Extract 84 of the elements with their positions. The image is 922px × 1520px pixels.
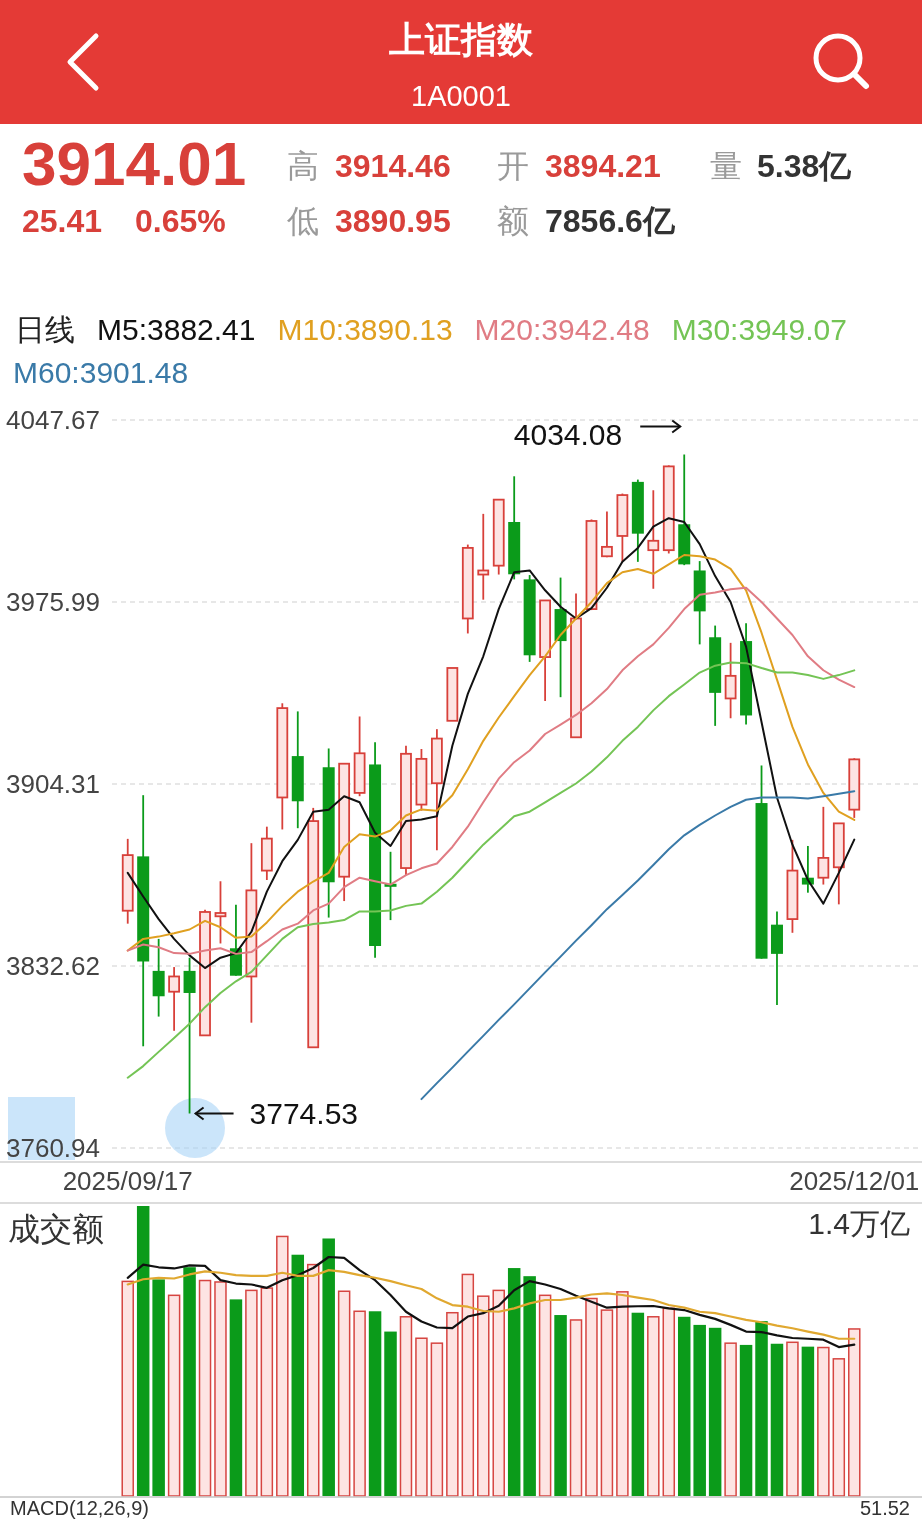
bar xyxy=(415,1337,428,1497)
text: 开 xyxy=(497,148,529,184)
bar xyxy=(152,1279,165,1496)
legend-title: 日线 xyxy=(15,313,75,346)
chart-title: 上证指数 xyxy=(389,19,534,60)
text: M20:3942.48 xyxy=(474,313,650,346)
bar xyxy=(708,1327,722,1496)
bar xyxy=(353,1310,366,1497)
bar xyxy=(662,1307,676,1497)
bar xyxy=(399,1316,413,1497)
bar xyxy=(693,1324,706,1496)
bar xyxy=(770,1343,784,1496)
bar xyxy=(291,1254,305,1496)
bar xyxy=(214,1281,227,1497)
y-tick-label: 3760.94 xyxy=(6,1133,100,1163)
bar xyxy=(260,1287,274,1497)
text: 0.65% xyxy=(135,203,226,239)
bar xyxy=(647,1316,660,1497)
text: M5:3882.41 xyxy=(97,313,256,346)
y-tick-label: 3832.62 xyxy=(6,951,100,982)
bar xyxy=(136,1206,150,1496)
bar xyxy=(477,1295,490,1497)
bar xyxy=(306,1263,320,1497)
chart-subtitle: 1A0001 xyxy=(411,80,511,112)
bar xyxy=(121,1280,134,1497)
text: 额 xyxy=(497,203,529,239)
text: M60:3901.48 xyxy=(13,356,189,389)
bar xyxy=(276,1235,289,1497)
bar xyxy=(585,1297,598,1497)
bar xyxy=(167,1294,181,1497)
bar xyxy=(523,1276,536,1496)
text: 高 xyxy=(287,148,319,184)
bar xyxy=(446,1311,459,1497)
line-series xyxy=(420,790,856,1101)
bar xyxy=(801,1346,815,1496)
text: MACD(12,26,9) xyxy=(10,1497,149,1519)
bar xyxy=(492,1289,505,1497)
bar xyxy=(848,1328,861,1497)
y-tick-label: 4047.67 xyxy=(6,405,100,435)
bar xyxy=(724,1342,737,1497)
bar xyxy=(507,1268,521,1496)
bar xyxy=(739,1344,753,1496)
annotation: 4034.08 xyxy=(513,418,623,451)
text: M30:3949.07 xyxy=(671,313,847,346)
bar xyxy=(368,1311,382,1496)
text: M10:3890.13 xyxy=(277,313,453,346)
y-tick-label: 3975.99 xyxy=(6,586,100,617)
bar xyxy=(755,1321,768,1496)
bar xyxy=(183,1267,196,1496)
bar xyxy=(569,1319,583,1497)
text: 3914.01 xyxy=(22,129,247,198)
bar xyxy=(538,1294,552,1497)
annotation: 3774.53 xyxy=(249,1097,359,1130)
bar xyxy=(337,1290,351,1497)
text: 低 xyxy=(287,203,319,239)
bar xyxy=(817,1346,830,1497)
bar xyxy=(677,1316,691,1496)
bar xyxy=(600,1309,614,1497)
bar xyxy=(554,1315,567,1496)
bar xyxy=(245,1289,258,1497)
text: 3914.46 xyxy=(335,148,451,184)
bar xyxy=(786,1341,799,1497)
x-tick-label: 2025/09/17 xyxy=(62,1166,193,1196)
bar xyxy=(229,1299,243,1496)
bar xyxy=(461,1273,475,1497)
bar xyxy=(631,1312,645,1496)
bar xyxy=(832,1358,846,1497)
text: 量 xyxy=(710,148,742,184)
text: 3894.21 xyxy=(545,148,661,184)
line-series xyxy=(126,661,856,1079)
bar xyxy=(384,1331,397,1496)
text: 51.52 xyxy=(859,1497,910,1519)
text: 5.38亿 xyxy=(757,148,853,184)
annotation: 1.4万亿 xyxy=(808,1207,910,1240)
text: 3890.95 xyxy=(335,203,451,239)
bar xyxy=(430,1342,444,1497)
x-tick-label: 2025/12/01 xyxy=(789,1166,920,1196)
text: 25.41 xyxy=(22,203,103,239)
bar xyxy=(198,1279,212,1497)
text: 7856.6亿 xyxy=(545,203,676,239)
bar xyxy=(322,1238,335,1496)
y-tick-label: 3904.31 xyxy=(6,768,100,799)
chart-title: 成交额 xyxy=(8,1211,104,1247)
bar xyxy=(616,1291,629,1497)
